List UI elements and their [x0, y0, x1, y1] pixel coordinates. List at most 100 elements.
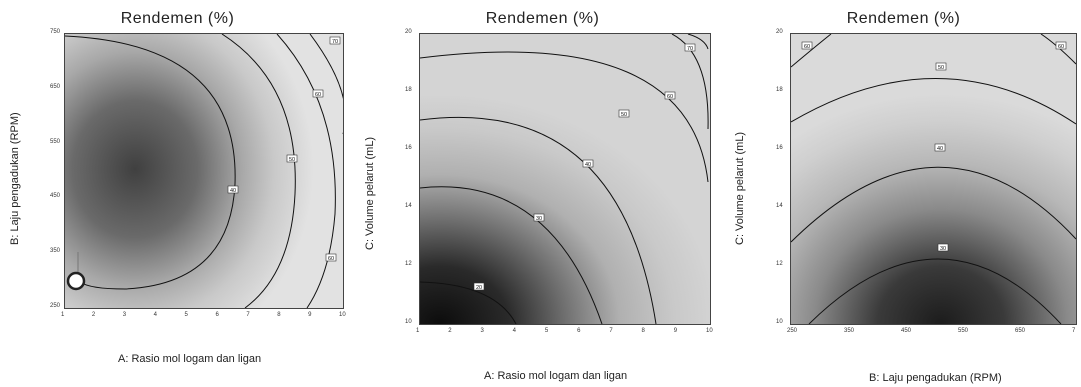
- contour-line: [221, 34, 296, 308]
- svg-text:60: 60: [315, 92, 321, 98]
- x-axis-label: A: Rasio mol logam dan ligan: [118, 353, 262, 365]
- x-tick-label: 4: [153, 312, 157, 318]
- x-tick-label: 3: [480, 328, 484, 334]
- contour-label: 30: [533, 213, 545, 222]
- x-tick-label: 5: [184, 312, 188, 318]
- svg-text:50: 50: [289, 157, 295, 163]
- y-tick-label: 14: [776, 203, 783, 209]
- y-tick-label: 16: [405, 145, 412, 151]
- chart-title: Rendemen (%): [485, 10, 600, 27]
- y-tick-label: 18: [405, 87, 412, 93]
- contour-chart-3: Rendemen (%) 30 40 50 60 60 250 350 450 550 650 7…: [726, 0, 1081, 387]
- contour-label: 40: [227, 185, 239, 194]
- contour-label: 70: [329, 36, 341, 45]
- x-tick-label: 7: [246, 312, 250, 318]
- x-tick-label: 5: [544, 328, 549, 334]
- svg-text:40: 40: [937, 146, 943, 152]
- x-tick-label: 7: [609, 328, 613, 334]
- contour-label: 70: [684, 43, 696, 52]
- y-tick-label: 750: [50, 29, 61, 35]
- contour-line: [420, 186, 603, 324]
- x-tick-label: 7: [1072, 328, 1076, 334]
- x-tick-label: 4: [512, 328, 516, 334]
- contour-line: [791, 166, 1076, 243]
- y-tick-label: 16: [776, 145, 783, 151]
- y-tick-label: 550: [50, 138, 61, 145]
- chart-title: Rendemen (%): [120, 10, 235, 27]
- x-tick-label: 2: [91, 312, 96, 318]
- contour-chart-2: Rendemen (%) 20 30 40 50 60 70 1 2 3 4 5 6 7 8 9 10 10…: [360, 0, 725, 387]
- design-point-marker: [66, 252, 86, 291]
- y-tick-label: 10: [405, 319, 412, 325]
- x-tick-label: 550: [958, 328, 969, 334]
- svg-text:60: 60: [667, 94, 673, 100]
- contour-surface: 20 30 40 50 60 70: [420, 34, 710, 324]
- svg-text:50: 50: [938, 65, 944, 71]
- chart-title: Rendemen (%): [846, 10, 961, 27]
- contour-surface: 30 40 50 60 60: [791, 34, 1076, 324]
- contour-label: 60: [664, 91, 676, 100]
- svg-text:70: 70: [332, 39, 338, 45]
- svg-text:40: 40: [585, 162, 591, 168]
- x-tick-label: 650: [1015, 328, 1026, 334]
- x-tick-label: 2: [448, 328, 452, 334]
- plot-area: 20 30 40 50 60 70: [419, 33, 711, 325]
- contour-line: [791, 34, 832, 68]
- svg-text:20: 20: [476, 285, 482, 291]
- contour-line: [420, 116, 657, 324]
- contour-label: 30: [937, 243, 949, 252]
- contour-label: 50: [935, 62, 947, 71]
- svg-text:40: 40: [230, 188, 236, 194]
- x-tick-label: 250: [787, 328, 798, 334]
- y-tick-label: 12: [776, 261, 783, 267]
- x-tick-label: 1: [61, 312, 65, 318]
- contour-label: 50: [286, 154, 298, 163]
- contour-line: [309, 34, 343, 134]
- svg-text:30: 30: [536, 216, 542, 222]
- y-axis-label: B: Laju pengadukan (RPM): [9, 112, 21, 245]
- contour-line: [791, 78, 1076, 125]
- contour-label: 60: [801, 41, 813, 50]
- svg-text:70: 70: [687, 46, 693, 52]
- plot-area: 30 40 50 60 60: [790, 33, 1077, 325]
- contour-line: [808, 258, 1062, 324]
- contour-line: [420, 51, 709, 183]
- x-tick-label: 8: [277, 312, 281, 318]
- x-tick-label: 10: [706, 328, 713, 334]
- x-tick-label: 3: [122, 312, 127, 318]
- svg-text:60: 60: [1058, 44, 1064, 50]
- x-axis-label: A: Rasio mol logam dan ligan: [484, 370, 628, 382]
- contour-line: [276, 34, 336, 308]
- contour-label: 60: [1055, 41, 1067, 50]
- contour-line: [687, 34, 709, 50]
- svg-text:50: 50: [621, 112, 627, 118]
- contour-label: 50: [618, 109, 630, 118]
- plot-area: 40 50 60 60 70: [64, 33, 344, 309]
- y-tick-label: 650: [50, 83, 61, 90]
- y-axis-label: C: Volume pelarut (mL): [734, 131, 746, 245]
- x-tick-label: 6: [215, 312, 219, 318]
- x-tick-label: 8: [641, 328, 645, 334]
- y-axis-label: C: Volume pelarut (mL): [364, 136, 376, 250]
- contour-surface: 40 50 60 60 70: [65, 34, 343, 308]
- y-tick-label: 10: [776, 319, 783, 325]
- y-tick-label: 20: [405, 29, 412, 35]
- contour-label: 60: [312, 89, 324, 98]
- x-axis-label: B: Laju pengadukan (RPM): [869, 372, 1002, 384]
- contour-label: 20: [473, 282, 485, 291]
- x-tick-label: 450: [901, 328, 912, 334]
- x-tick-label: 6: [577, 328, 581, 334]
- contour-line: [671, 34, 709, 130]
- x-tick-label: 9: [673, 328, 678, 334]
- contour-line: [420, 281, 517, 324]
- contour-chart-1: Rendemen (%) 40 50 60 60 70 1 2 3 4 5 6 7 8 9 10 250 3…: [0, 0, 355, 387]
- svg-text:30: 30: [940, 246, 946, 252]
- x-tick-label: 1: [416, 328, 420, 334]
- contour-label: 60: [325, 253, 337, 262]
- x-tick-label: 9: [308, 312, 312, 318]
- y-tick-label: 20: [776, 29, 783, 35]
- contour-label: 40: [934, 143, 946, 152]
- contour-line: [65, 35, 236, 290]
- y-tick-label: 350: [50, 248, 61, 255]
- y-tick-label: 14: [405, 203, 412, 209]
